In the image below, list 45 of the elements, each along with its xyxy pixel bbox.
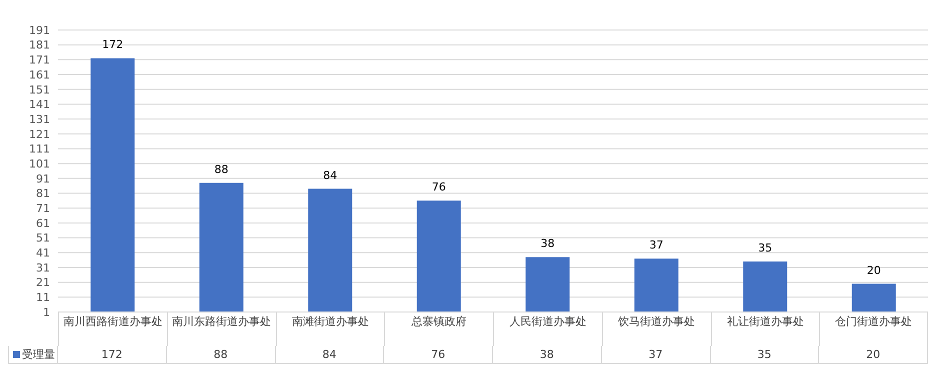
x-tick-label: 饮马街道办事处	[602, 312, 710, 346]
text: 20	[866, 264, 881, 277]
y-tick-label: 11	[36, 291, 50, 304]
text: 88	[214, 162, 228, 176]
y-tick-label: 61	[36, 216, 50, 230]
y-tick-label: 141	[29, 98, 50, 112]
x-tick-label: 人民街道办事处	[493, 312, 602, 346]
data-label: 35	[710, 346, 820, 364]
y-tick-label: 91	[36, 172, 50, 186]
data-label: 76	[384, 346, 493, 364]
y-tick-label: 151	[29, 83, 50, 96]
text: 38	[540, 237, 555, 250]
data-label: 37	[602, 346, 710, 364]
y-tick-label: 171	[29, 54, 50, 67]
y-tick-label: 191	[29, 24, 50, 37]
text: 37	[649, 238, 664, 252]
text: 35	[758, 242, 772, 255]
x-tick-label: 南川西路街道办事处	[58, 312, 167, 346]
x-tick-label: 仓门街道办事处	[819, 312, 928, 346]
y-tick-label: 161	[29, 68, 50, 82]
data-label: 88	[166, 346, 276, 364]
y-tick-label: 121	[29, 128, 50, 141]
x-tick-label: 礼让街道办事处	[710, 312, 820, 346]
data-label: 172	[58, 346, 167, 364]
y-tick-label: 51	[36, 232, 50, 245]
y-tick-label: 81	[36, 187, 50, 200]
y-tick-label: 71	[36, 202, 50, 216]
text: 84	[323, 168, 338, 182]
x-tick-label: 南滩街道办事处	[276, 312, 384, 346]
y-tick-label: 101	[29, 157, 50, 170]
y-tick-label: 41	[36, 246, 50, 260]
x-tick-label: 南川东路街道办事处	[166, 312, 276, 346]
text: 172	[102, 38, 124, 52]
y-tick-label: 131	[29, 112, 50, 126]
data-label: 38	[493, 346, 602, 364]
y-tick-label: 1	[43, 306, 50, 319]
y-tick-label: 111	[29, 142, 50, 156]
x-tick-label: 总寨镇政府	[384, 312, 493, 346]
data-label: 20	[819, 346, 928, 364]
y-tick-label: 31	[36, 261, 50, 274]
data-label: 84	[276, 346, 384, 364]
y-tick-label: 181	[29, 38, 50, 52]
y-tick-label: 21	[36, 276, 50, 290]
legend-label: 受理量	[22, 346, 55, 362]
text: 76	[432, 180, 446, 194]
